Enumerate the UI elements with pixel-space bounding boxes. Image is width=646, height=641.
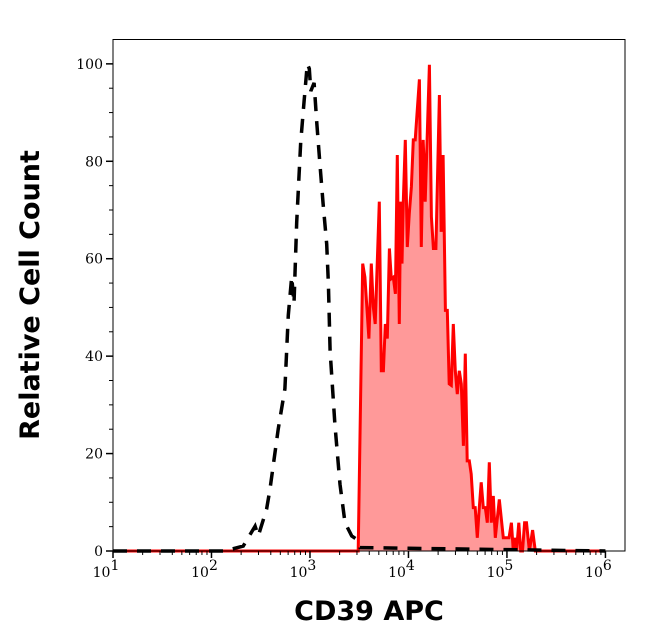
series-layer	[113, 63, 606, 553]
x-tick-base: 10	[388, 565, 406, 581]
x-tick-base: 10	[585, 565, 603, 581]
x-tick-exponent: 3	[307, 558, 316, 574]
x-tick-base: 10	[487, 565, 505, 581]
x-tick-label: 106	[585, 558, 612, 581]
y-tick-label: 100	[76, 57, 103, 73]
x-tick-exponent: 4	[406, 558, 415, 574]
x-tick-exponent: 2	[209, 558, 218, 574]
x-tick-base: 10	[93, 565, 111, 581]
y-tick-label: 40	[85, 349, 103, 365]
x-tick-exponent: 5	[504, 558, 513, 574]
x-axis-title: CD39 APC	[294, 596, 444, 627]
x-tick-label: 105	[487, 558, 514, 581]
x-tick-label: 103	[290, 558, 317, 581]
x-tick-base: 10	[290, 565, 308, 581]
x-tick-label: 102	[191, 558, 218, 581]
x-tick-base: 10	[191, 565, 209, 581]
control-histogram-dashed-line	[113, 63, 606, 553]
y-tick-label: 20	[85, 447, 103, 463]
y-tick-label: 80	[85, 154, 103, 170]
x-tick-label: 101	[93, 558, 120, 581]
y-axis-title: Relative Cell Count	[15, 150, 46, 440]
x-tick-label: 104	[388, 558, 415, 581]
x-tick-exponent: 1	[110, 558, 119, 574]
y-tick-label: 0	[94, 544, 103, 560]
x-tick-exponent: 6	[603, 558, 612, 574]
y-tick-label: 60	[85, 252, 103, 268]
sample-histogram-line	[113, 64, 606, 553]
